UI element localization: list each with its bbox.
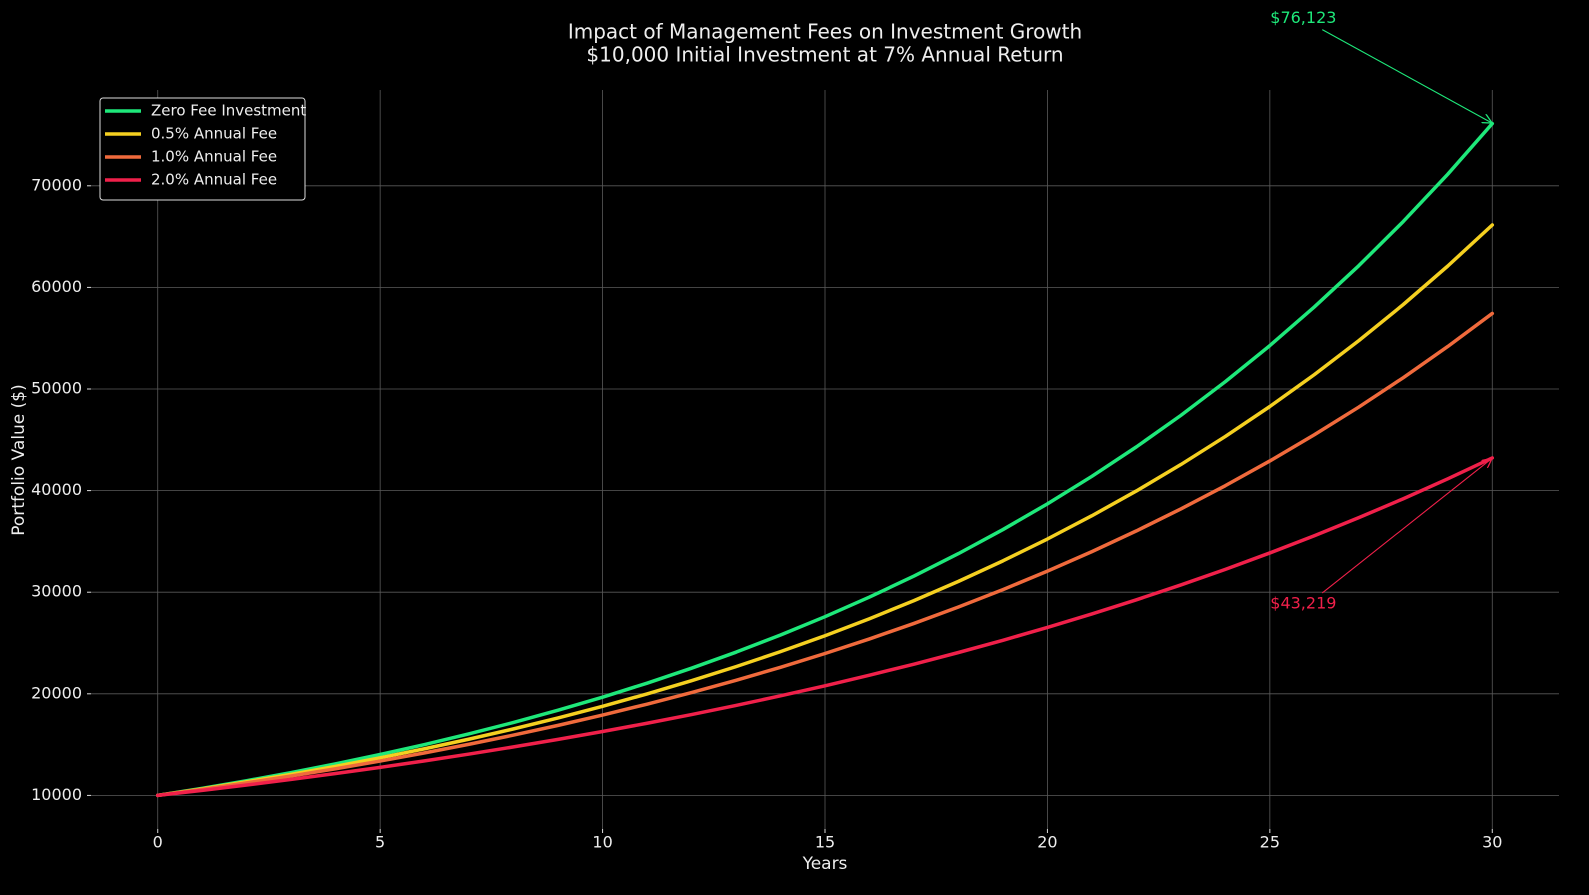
x-tick-label: 25	[1260, 833, 1280, 852]
x-tick-label: 10	[592, 833, 612, 852]
x-tick-label: 5	[375, 833, 385, 852]
x-tick-label: 30	[1482, 833, 1502, 852]
y-tick-label: 30000	[31, 582, 82, 601]
x-tick-label: 15	[815, 833, 835, 852]
chart-title: Impact of Management Fees on Investment …	[568, 20, 1082, 44]
grid	[91, 90, 1559, 829]
y-tick-label: 50000	[31, 379, 82, 398]
x-axis-label: Years	[802, 854, 848, 874]
y-tick-label: 10000	[31, 785, 82, 804]
x-tick-label: 0	[153, 833, 163, 852]
y-tick-label: 40000	[31, 480, 82, 499]
legend-label: Zero Fee Investment	[151, 102, 306, 120]
annotation-arrow	[1321, 459, 1491, 594]
legend-label: 0.5% Annual Fee	[151, 125, 277, 143]
series-line	[155, 223, 1495, 798]
annotation-label: $76,123	[1270, 8, 1336, 27]
y-tick-label: 70000	[31, 175, 82, 194]
x-tick-label: 20	[1037, 833, 1057, 852]
y-axis-label: Portfolio Value ($)	[9, 384, 29, 536]
legend-label: 1.0% Annual Fee	[151, 148, 277, 166]
chart-subtitle: $10,000 Initial Investment at 7% Annual …	[586, 43, 1063, 67]
y-tick-label: 60000	[31, 277, 82, 296]
series-line	[155, 456, 1495, 798]
legend-label: 2.0% Annual Fee	[151, 171, 277, 189]
legend: Zero Fee Investment 0.5% Annual Fee 1.0% A…	[99, 97, 306, 201]
legend-box	[99, 97, 306, 201]
annotation-arrow	[1322, 29, 1491, 123]
series-line	[155, 121, 1495, 798]
series-line	[155, 311, 1495, 798]
y-tick-label: 20000	[31, 683, 82, 702]
annotation-label: $43,219	[1270, 593, 1336, 612]
